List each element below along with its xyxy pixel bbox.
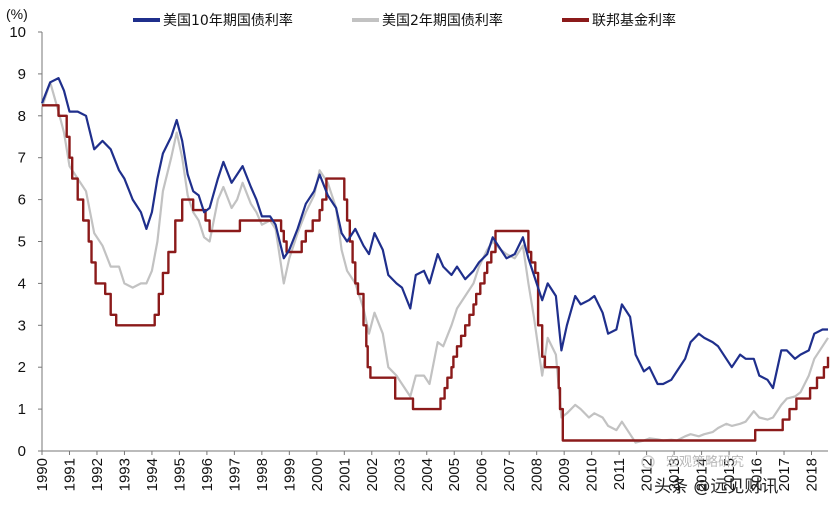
y-tick-label: 5 bbox=[18, 234, 26, 251]
x-tick-label: 2004 bbox=[419, 458, 436, 491]
x-tick-label: 2008 bbox=[529, 458, 546, 491]
x-tick-label: 2006 bbox=[474, 458, 491, 491]
x-tick-label: 1998 bbox=[254, 458, 271, 491]
watermark-logo-icon bbox=[641, 455, 655, 469]
series-line-2y-treasury bbox=[40, 81, 829, 444]
y-tick-label: 1 bbox=[18, 401, 26, 418]
y-tick-label: 3 bbox=[18, 317, 26, 334]
x-tick-label: 2014 bbox=[694, 458, 711, 491]
y-axis-ticks: 0 1 2 3 4 5 6 7 8 9 10 bbox=[9, 24, 42, 460]
x-tick-label: 1996 bbox=[199, 458, 216, 491]
x-tick-label: 1991 bbox=[61, 458, 78, 491]
series-line-fed-funds bbox=[42, 104, 830, 442]
y-tick-label: 4 bbox=[18, 275, 26, 292]
series-line-10y-treasury bbox=[40, 77, 828, 390]
y-tick-label: 2 bbox=[18, 359, 26, 376]
x-tick-label: 2011 bbox=[611, 458, 628, 490]
x-tick-label: 2018 bbox=[804, 458, 821, 491]
x-tick-label: 2015 bbox=[721, 458, 738, 491]
x-tick-label: 1990 bbox=[34, 458, 51, 491]
watermark-faint-text: 宏观策略研究 bbox=[666, 454, 744, 470]
series-layer bbox=[40, 77, 830, 444]
x-tick-label: 1993 bbox=[116, 458, 133, 491]
x-tick-label: 1995 bbox=[171, 458, 188, 491]
legend-label-fedfunds: 联邦基金利率 bbox=[592, 12, 676, 29]
x-tick-label: 2007 bbox=[501, 458, 518, 491]
y-tick-label: 7 bbox=[18, 150, 26, 167]
x-tick-label: 2001 bbox=[336, 458, 353, 491]
y-tick-label: 0 bbox=[18, 443, 26, 460]
x-tick-label: 1997 bbox=[226, 458, 243, 491]
x-tick-label: 2002 bbox=[364, 458, 381, 491]
x-axis-ticks: 1990 1991 1992 1993 1994 1995 1996 1997 1998 1999… bbox=[34, 451, 821, 491]
x-tick-label: 1992 bbox=[89, 458, 106, 491]
x-tick-label: 2000 bbox=[309, 458, 326, 491]
legend: 美国10年期国债利率 美国2年期国债利率 联邦基金利率 bbox=[133, 12, 676, 29]
watermark: 宏观策略研究 头条 @远见财讯 bbox=[641, 454, 778, 497]
y-tick-label: 8 bbox=[18, 108, 26, 125]
y-tick-label: 10 bbox=[9, 24, 26, 41]
x-tick-label: 2003 bbox=[391, 458, 408, 491]
y-tick-label: 9 bbox=[18, 66, 26, 83]
watermark-main-text: 头条 @远见财讯 bbox=[654, 477, 778, 497]
x-tick-label: 2016 bbox=[749, 458, 766, 491]
x-tick-label: 2005 bbox=[446, 458, 463, 491]
legend-label-2y: 美国2年期国债利率 bbox=[382, 12, 503, 29]
x-tick-label: 1994 bbox=[144, 458, 161, 491]
x-tick-label: 2013 bbox=[666, 458, 683, 491]
legend-label-10y: 美国10年期国债利率 bbox=[163, 12, 293, 29]
x-tick-label: 2017 bbox=[776, 458, 793, 491]
x-tick-label: 1999 bbox=[281, 458, 298, 491]
x-tick-label: 2010 bbox=[584, 458, 601, 491]
x-tick-label: 2009 bbox=[556, 458, 573, 491]
y-tick-label: 6 bbox=[18, 192, 26, 209]
y-axis-unit-label: (%) bbox=[6, 6, 28, 22]
